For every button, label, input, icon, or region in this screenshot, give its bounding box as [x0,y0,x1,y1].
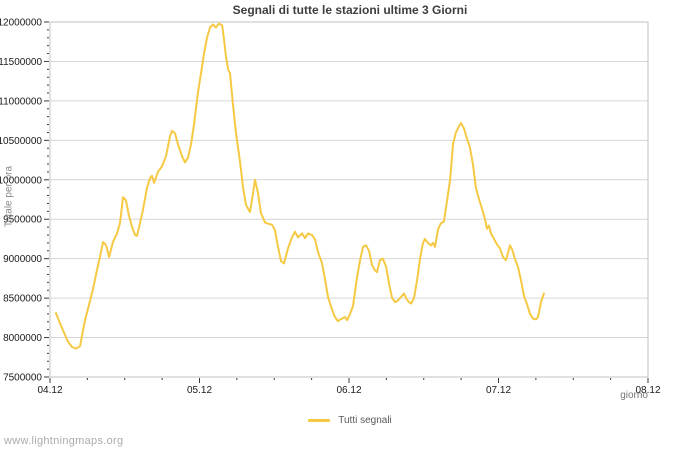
x-tick-label: 07.12 [486,385,511,396]
legend-label: Tutti segnali [338,415,392,426]
y-tick-label: 9500000 [3,215,42,226]
y-tick-label: 10000000 [0,175,42,186]
y-tick-label: 8000000 [3,333,42,344]
x-tick-label: 06.12 [336,385,361,396]
y-axis-label: Totale per ora [3,165,15,228]
y-tick-label: 9000000 [3,254,42,265]
y-tick-label: 12000000 [0,18,42,29]
plot-border [49,21,649,378]
x-tick-label: 05.12 [187,385,212,396]
series-line [55,22,545,350]
legend: Tutti segnali [0,415,700,426]
watermark: www.lightningmaps.org [4,435,124,447]
legend-line-swatch [308,419,331,422]
y-tick-label: 11500000 [0,57,42,68]
x-tick-label: 04.12 [37,385,62,396]
y-tick-label: 8500000 [3,294,42,305]
y-tick-label: 10500000 [0,136,42,147]
x-tick-label: 08.12 [635,385,660,396]
y-tick-label: 7500000 [3,373,42,384]
y-tick-label: 11000000 [0,96,42,107]
chart-title: Segnali di tutte le stazioni ultime 3 Gi… [232,3,468,17]
x-axis-label: giorno [620,390,648,401]
